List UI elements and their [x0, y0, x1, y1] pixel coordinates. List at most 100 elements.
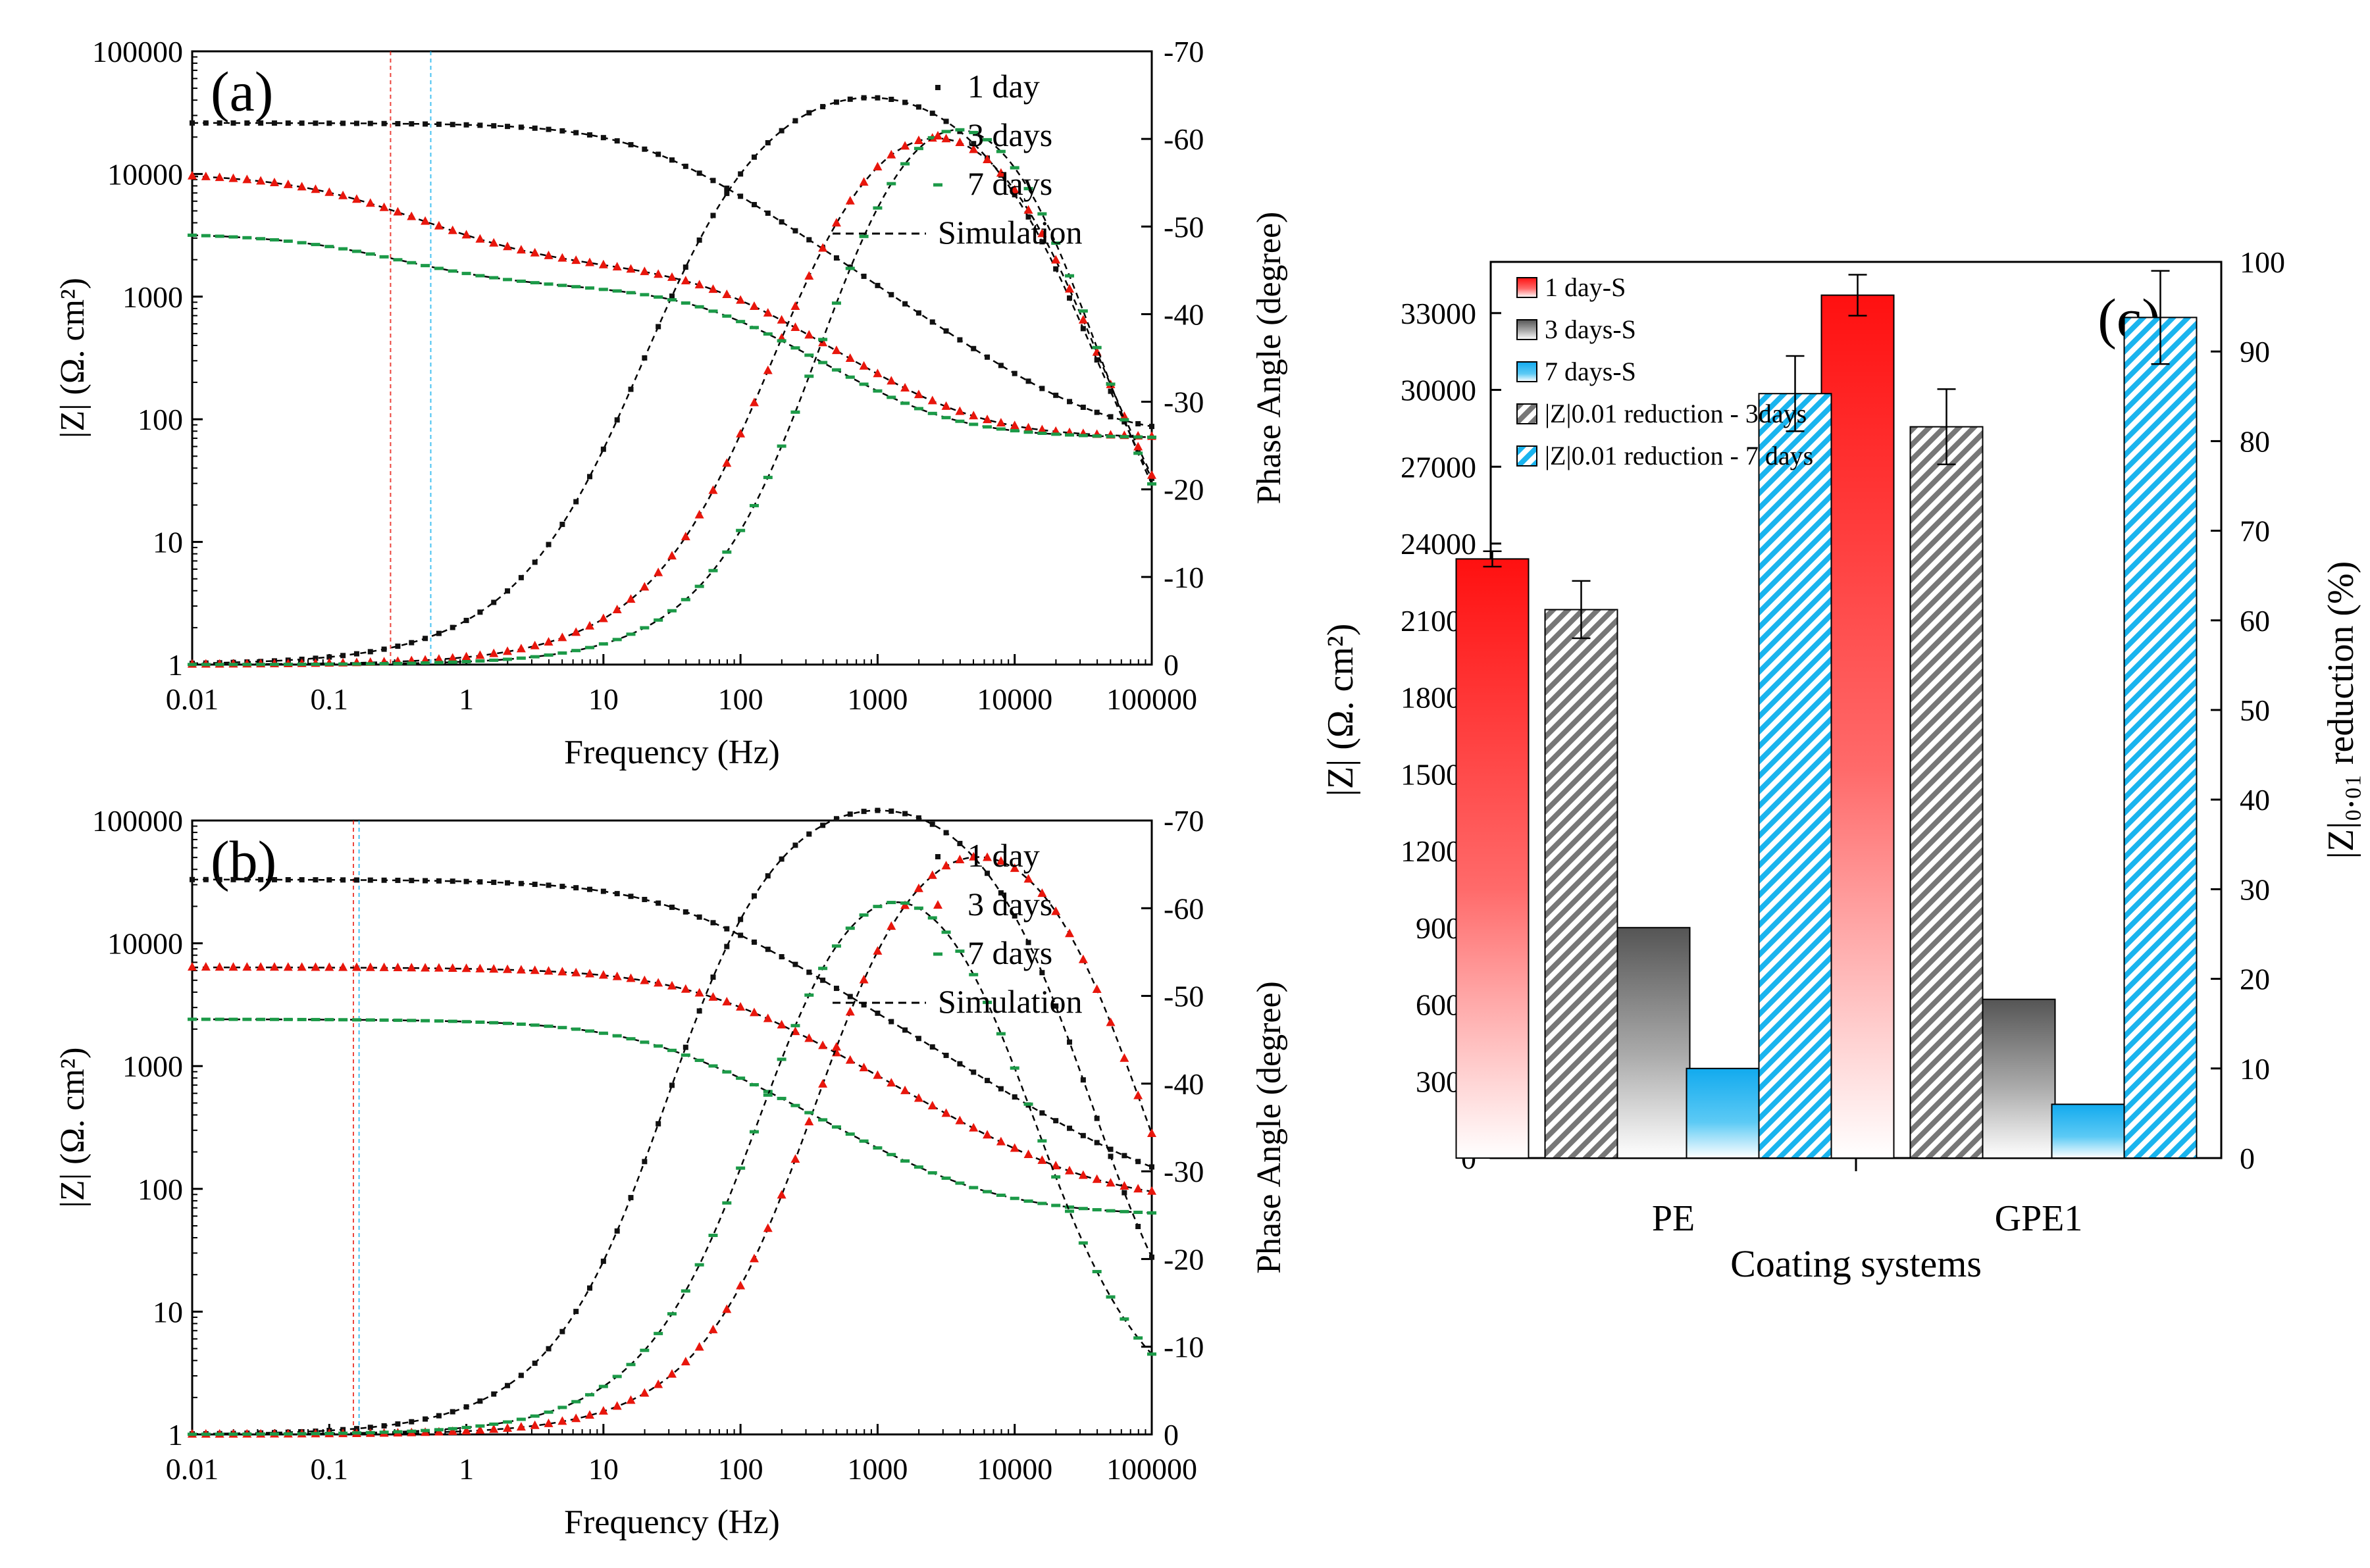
y-tick-label: 1000: [122, 280, 183, 314]
data-point: [436, 121, 442, 127]
data-point: [694, 1342, 704, 1351]
panel-label: (a): [211, 60, 273, 123]
data-point: [845, 1132, 855, 1136]
data-point: [1025, 940, 1031, 946]
data-point: [505, 124, 511, 130]
data-point: [873, 389, 883, 393]
data-point: [367, 649, 373, 655]
data-point: [1133, 1336, 1143, 1340]
data-point: [847, 994, 853, 999]
legend-label: 3 days: [967, 116, 1052, 153]
bar-chart-c: 0300060009000120001500018000210002400027…: [1320, 245, 2361, 1285]
data-point: [859, 177, 869, 186]
y-tick-label: 24000: [1401, 527, 1476, 561]
data-point: [395, 877, 401, 883]
data-point: [297, 962, 307, 971]
data-point: [324, 187, 334, 196]
data-point: [777, 1096, 786, 1100]
data-point: [669, 293, 675, 299]
data-point: [285, 876, 291, 882]
data-point: [696, 237, 702, 243]
data-point: [516, 656, 526, 660]
data-point: [1135, 1224, 1141, 1230]
data-point: [790, 346, 800, 350]
data-point: [340, 120, 346, 126]
y2-tick-label: 80: [2240, 424, 2270, 458]
data-point: [875, 807, 881, 813]
data-point: [612, 971, 622, 980]
data-point: [996, 856, 1006, 865]
data-point: [1037, 424, 1047, 434]
data-point: [1120, 1053, 1129, 1062]
data-point: [1078, 309, 1088, 313]
data-point: [557, 253, 567, 262]
data-point: [736, 528, 746, 532]
simulation-line-phase: [192, 129, 1153, 666]
data-point: [203, 120, 209, 126]
data-point: [379, 202, 389, 211]
data-point: [708, 1325, 718, 1334]
data-point: [518, 880, 524, 886]
y2-tick-label: 20: [2240, 963, 2270, 996]
data-point: [365, 252, 375, 256]
simulation-line-modulus: [192, 175, 1152, 438]
data-point: [338, 962, 348, 971]
y2-tick-label: -10: [1164, 1330, 1204, 1364]
data-point: [708, 309, 718, 313]
data-point: [845, 926, 855, 930]
data-point: [557, 632, 567, 642]
data-point: [654, 1379, 663, 1388]
data-point: [887, 1078, 896, 1087]
data-point: [955, 949, 965, 953]
data-point: [957, 840, 963, 846]
data-point: [324, 245, 334, 249]
data-point: [461, 1425, 471, 1434]
data-point: [763, 1013, 773, 1023]
data-point: [914, 906, 923, 910]
data-point: [600, 135, 606, 141]
data-point: [585, 1029, 595, 1033]
data-point: [379, 1018, 389, 1022]
y2-tick-label: -70: [1164, 804, 1204, 838]
data-point: [833, 255, 839, 261]
data-point: [256, 237, 266, 241]
data-point: [941, 930, 951, 934]
data-point: [353, 120, 359, 126]
x-category-label: GPE1: [1995, 1198, 2083, 1239]
data-point: [1092, 345, 1102, 349]
bar--Z-0-01-reduction-3days: [1909, 426, 1984, 1159]
data-point: [338, 1431, 348, 1435]
data-point: [681, 301, 690, 305]
y-axis-label: |Z| (Ω. cm²): [1320, 624, 1361, 797]
data-point: [1092, 1208, 1102, 1212]
data-point: [1133, 1184, 1143, 1193]
series-7-days: [188, 128, 1156, 667]
data-point: [708, 992, 718, 1001]
data-point: [585, 1393, 595, 1397]
data-point: [434, 1019, 444, 1023]
data-point: [1092, 434, 1102, 438]
data-point: [806, 110, 812, 116]
data-point: [351, 1018, 361, 1022]
data-point: [393, 661, 403, 665]
data-point: [900, 383, 910, 392]
data-point: [381, 646, 387, 652]
data-point: [409, 640, 415, 645]
x-tick-label: 1000: [847, 682, 908, 716]
data-point: [887, 149, 896, 159]
data-point: [654, 618, 663, 622]
data-point: [1010, 1196, 1019, 1200]
data-point: [598, 288, 608, 291]
data-point: [969, 144, 979, 153]
data-point: [269, 962, 279, 971]
data-point: [996, 418, 1006, 427]
data-point: [859, 1139, 869, 1143]
data-point: [1025, 378, 1031, 384]
data-point: [941, 1176, 951, 1180]
data-point: [516, 279, 526, 283]
data-point: [340, 653, 346, 659]
legend-label: |Z|0.01 reduction - 7 days: [1545, 441, 1813, 470]
data-point: [845, 266, 855, 270]
data-point: [626, 291, 636, 295]
